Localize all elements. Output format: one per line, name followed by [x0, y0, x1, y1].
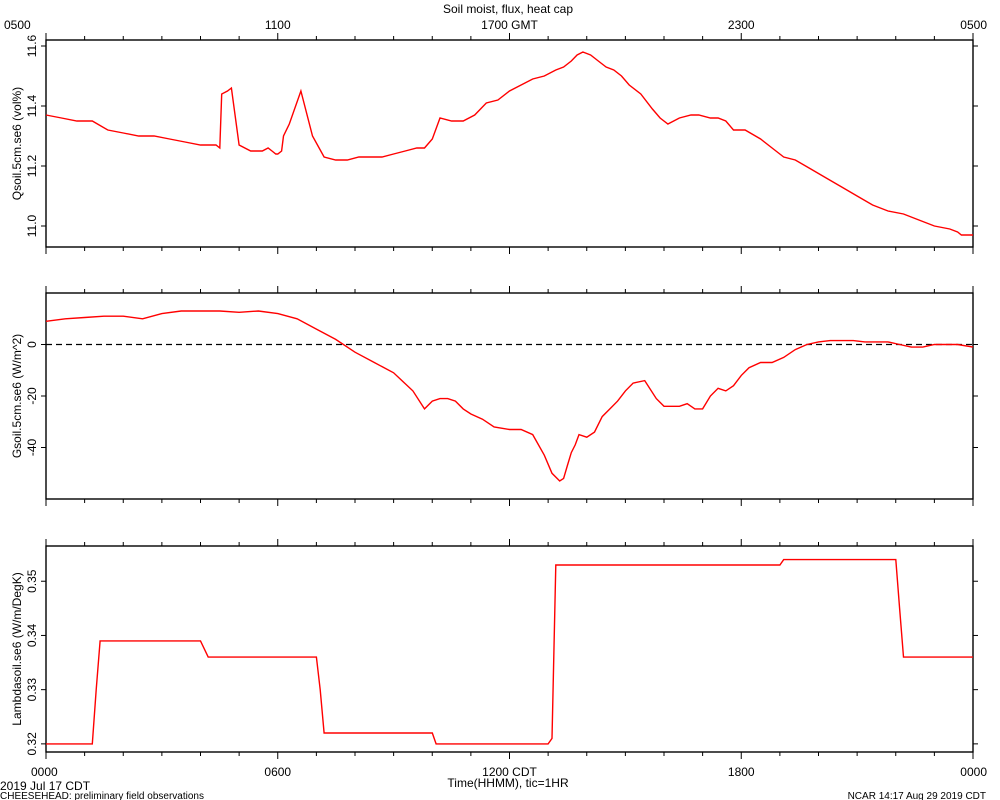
- series-line: [46, 558, 973, 745]
- project-note: CHEESEHEAD: preliminary field observatio…: [0, 791, 204, 800]
- top-tick-label: 0500: [960, 18, 987, 32]
- panel-frame: [45, 39, 974, 248]
- y-tick-label: 11.2: [25, 154, 39, 177]
- y-tick-label: -20: [25, 387, 39, 405]
- y-tick-label: 0.33: [25, 678, 39, 702]
- chart-title: Soil moist, flux, heat cap: [443, 2, 573, 16]
- bottom-tick-label: 0600: [264, 765, 291, 779]
- series-line: [45, 51, 973, 236]
- y-axis-label: Lambdasoil.se6 (W/m/DegK): [10, 572, 24, 725]
- bottom-axis-ticks: 0000 0600 1200 CDT 1800 0000: [31, 765, 987, 779]
- bottom-tick-label: 1200 CDT: [482, 765, 537, 779]
- credit-label: NCAR 14:17 Aug 29 2019 CDT: [848, 791, 986, 800]
- bottom-tick-label: 0000: [960, 765, 987, 779]
- top-tick-label: 1700 GMT: [481, 18, 538, 32]
- panel-frame: [45, 545, 974, 753]
- y-tick-label: -40: [25, 439, 39, 457]
- y-tick-label: 11.0: [25, 214, 39, 237]
- y-tick-label: 11.4: [25, 94, 39, 117]
- y-tick-label: 0.32: [25, 732, 39, 756]
- x-axis-label: Time(HHMM), tic=1HR: [447, 776, 569, 790]
- y-tick-label: 11.6: [25, 34, 39, 57]
- y-tick-label: 0.34: [25, 623, 39, 647]
- bottom-tick-label: 1800: [728, 765, 755, 779]
- top-tick-label: 0500: [4, 18, 31, 32]
- panel-frame: [45, 292, 974, 500]
- series-line: [45, 310, 974, 482]
- panel-1: 11.0 11.2 11.4 11.6 Qsoil.5cm.se6 (vol%): [10, 33, 978, 254]
- top-tick-label: 2300: [728, 18, 755, 32]
- y-tick-label: 0.35: [25, 569, 39, 593]
- bottom-tick-label: 0000: [31, 765, 58, 779]
- y-tick-label: 0: [25, 341, 39, 348]
- top-tick-label: 1100: [265, 18, 291, 32]
- plot-panels: 11.0 11.2 11.4 11.6 Qsoil.5cm.se6 (vol%) 0 -20…: [10, 33, 978, 759]
- y-axis-label: Gsoil.5cm.se6 (W/m^2): [10, 334, 24, 458]
- y-axis-label: Qsoil.5cm.se6 (vol%): [10, 87, 24, 200]
- top-axis-ticks: 0500 1100 1700 GMT 2300 0500: [4, 18, 987, 32]
- date-label: 2019 Jul 17 CDT: [0, 779, 91, 793]
